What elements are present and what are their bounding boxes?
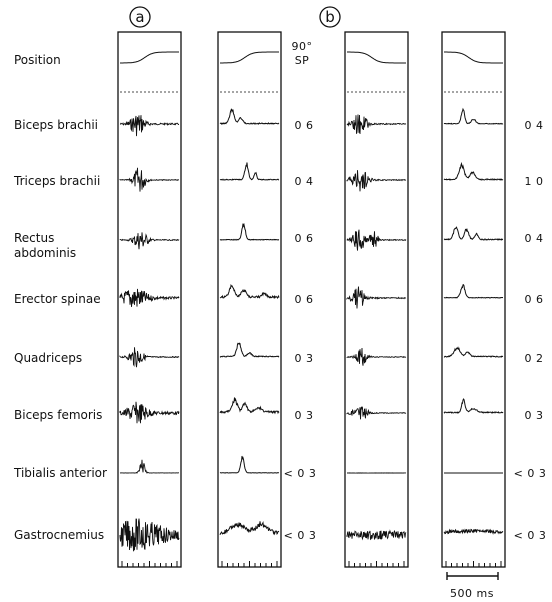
emg-trace-erector-spinae	[346, 286, 407, 309]
envelope-trace-quadriceps	[443, 346, 504, 358]
envelope-trace-rectus-abdominis	[443, 226, 504, 242]
value-b-tibialis-anterior: < 0 3	[514, 467, 547, 480]
scale-bar-label: 500 ms	[450, 587, 494, 600]
row-label-quadriceps: Quadriceps	[14, 351, 82, 365]
column-b-left-frame	[344, 31, 409, 568]
column-b-right-frame	[441, 31, 506, 568]
emg-trace-erector-spinae	[119, 288, 180, 307]
value-b-triceps-brachii: 1 0	[525, 175, 544, 188]
envelope-trace-gastrocnemius	[219, 520, 280, 536]
value-a-gastrocnemius: < 0 3	[284, 529, 317, 542]
position-trace	[444, 51, 503, 64]
emg-trace-biceps-brachii	[346, 114, 407, 135]
time-ticks	[121, 561, 502, 567]
row-label-position: Position	[14, 53, 61, 67]
row-label-biceps-femoris: Biceps femoris	[14, 408, 102, 422]
value-a-biceps-femoris: 0 3	[295, 409, 314, 422]
value-b-gastrocnemius: < 0 3	[514, 529, 547, 542]
row-label-gastrocnemius: Gastrocnemius	[14, 528, 104, 542]
envelope-trace-biceps-brachii	[443, 107, 504, 125]
envelope-trace-rectus-abdominis	[219, 222, 280, 241]
value-a-biceps-brachii: 0 6	[295, 119, 314, 132]
emg-trace-rectus-abdominis	[119, 232, 180, 250]
value-b-quadriceps: 0 2	[525, 352, 544, 365]
row-label-erector-spinae: Erector spinae	[14, 292, 101, 306]
emg-trace-biceps-brachii	[119, 115, 179, 137]
value-b-biceps-brachii: 0 4	[525, 119, 544, 132]
emg-trace-biceps-femoris	[119, 401, 180, 424]
value-b-rectus-abdominis: 0 4	[525, 232, 544, 245]
envelope-trace-biceps-femoris	[443, 398, 504, 414]
emg-trace-triceps-brachii	[346, 170, 407, 192]
envelope-trace-tibialis-anterior	[219, 455, 280, 474]
position-trace	[347, 51, 406, 64]
value-a-tibialis-anterior: < 0 3	[284, 467, 317, 480]
value-a-position-sub: SP	[295, 54, 310, 67]
emg-trace-gastrocnemius	[346, 529, 407, 541]
emg-trace-gastrocnemius	[119, 518, 180, 552]
panel-b-marker: b	[319, 6, 341, 28]
panel-b-label: b	[325, 8, 335, 26]
emg-traces	[119, 51, 504, 552]
emg-trace-biceps-femoris	[346, 405, 407, 420]
value-a-rectus-abdominis: 0 6	[295, 232, 314, 245]
value-a-position: 90°	[292, 40, 313, 53]
row-label-tibialis-anterior: Tibialis anterior	[13, 466, 107, 480]
panel-a-label: a	[135, 8, 144, 26]
envelope-trace-quadriceps	[219, 342, 280, 358]
envelope-trace-triceps-brachii	[219, 162, 280, 181]
emg-trace-triceps-brachii	[119, 167, 180, 192]
row-label-triceps-brachii: Triceps brachii	[13, 174, 100, 188]
envelope-trace-biceps-femoris	[219, 397, 280, 415]
value-a-quadriceps: 0 3	[295, 352, 314, 365]
row-label-rectus-line2: abdominis	[14, 246, 76, 260]
value-a-erector-spinae: 0 6	[295, 293, 314, 306]
value-b-erector-spinae: 0 6	[525, 293, 544, 306]
position-trace	[120, 51, 179, 64]
panel-a-marker: a	[129, 6, 151, 28]
emg-trace-tibialis-anterior	[119, 459, 179, 474]
row-label-biceps-brachii: Biceps brachii	[14, 118, 98, 132]
value-a-triceps-brachii: 0 4	[295, 175, 314, 188]
envelope-trace-gastrocnemius	[443, 528, 504, 535]
envelope-trace-triceps-brachii	[443, 161, 504, 181]
position-trace	[220, 51, 279, 64]
row-label-rectus-line1: Rectus	[14, 231, 54, 245]
column-a-right-frame	[217, 31, 282, 568]
envelope-trace-erector-spinae	[219, 283, 280, 299]
envelope-trace-erector-spinae	[443, 284, 503, 299]
value-b-biceps-femoris: 0 3	[525, 409, 544, 422]
emg-trace-quadriceps	[346, 347, 407, 366]
scale-bar: 500 ms	[446, 572, 499, 600]
envelope-trace-biceps-brachii	[219, 108, 280, 125]
emg-trace-rectus-abdominis	[346, 229, 407, 251]
emg-trace-quadriceps	[119, 347, 180, 368]
